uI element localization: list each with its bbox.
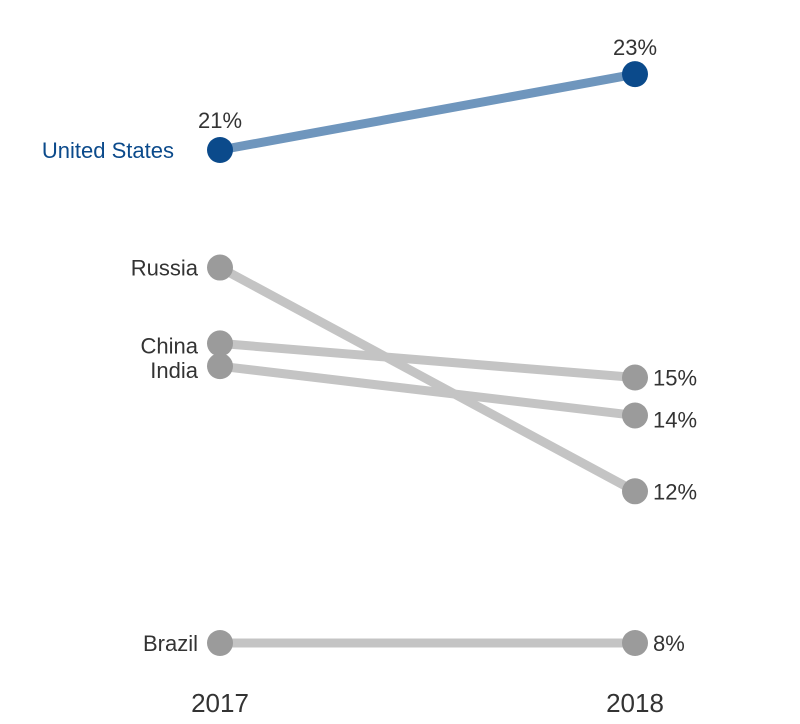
value-label-united-states-2018: 23%: [613, 35, 657, 60]
x-tick-label-2017: 2017: [191, 688, 249, 718]
series-line-united-states: [215, 69, 640, 155]
point-india-2017: [207, 353, 233, 380]
point-india-2018: [622, 402, 648, 429]
value-label-india-2018: 14%: [653, 407, 697, 432]
series-name-russia: Russia: [131, 256, 199, 281]
x-tick-label-2018: 2018: [606, 688, 664, 718]
series-labels: Russia 12% China 15% India 14% Brazil 8% United …: [42, 35, 697, 656]
value-label-united-states-2017: 21%: [198, 108, 242, 133]
series-line-china: [215, 338, 640, 383]
point-russia-2018: [622, 478, 648, 505]
series-name-india: India: [150, 358, 198, 383]
series-name-united-states: United States: [42, 138, 174, 163]
point-brazil-2018: [622, 630, 648, 656]
point-united-states-2018: [622, 61, 648, 88]
value-label-china-2018: 15%: [653, 366, 697, 391]
point-brazil-2017: [207, 630, 233, 656]
point-united-states-2017: [207, 137, 233, 163]
series-name-brazil: Brazil: [143, 631, 198, 656]
series-name-china: China: [141, 333, 199, 358]
point-china-2017: [207, 330, 233, 357]
series-line-india: [215, 361, 640, 420]
x-axis: 2017 2018: [191, 688, 664, 718]
point-russia-2017: [207, 254, 233, 281]
series-line-russia: [215, 263, 640, 496]
value-label-brazil-2018: 8%: [653, 631, 685, 656]
value-label-russia-2018: 12%: [653, 479, 697, 504]
series-lines: [215, 69, 640, 648]
series-points: [207, 61, 648, 656]
point-china-2018: [622, 364, 648, 391]
